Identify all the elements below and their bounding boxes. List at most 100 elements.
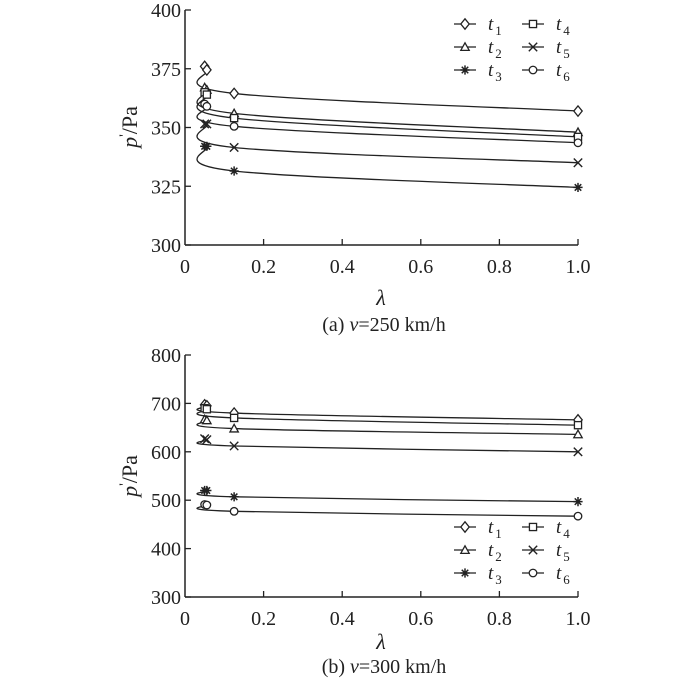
data-point-t4-a xyxy=(229,113,239,123)
y-tick-label-a: 350 xyxy=(151,118,181,140)
data-point-t6-a xyxy=(573,138,583,148)
legend-label-main: t xyxy=(556,14,562,35)
series-t3-a xyxy=(196,141,583,193)
axes-b xyxy=(184,355,578,598)
x-tick-label-b: 1.0 xyxy=(566,608,591,630)
caption-b: (b) v=300 km/h xyxy=(322,656,447,678)
series-t4-a xyxy=(196,88,583,142)
series-line-t1-a xyxy=(196,65,579,112)
y-tick-label-b: 500 xyxy=(151,490,181,512)
data-point-t5-b xyxy=(199,434,210,444)
legend-label-main: t xyxy=(556,563,562,584)
y-axis-title-main-b: p xyxy=(117,486,142,499)
caption-var-a: v xyxy=(349,314,358,336)
legend-b: t 1 t 4t 2 t 5t 3 t 6 xyxy=(454,517,570,587)
data-point-t5-b xyxy=(229,441,239,451)
y-axis-title-main-a: p xyxy=(117,137,142,150)
data-point-t5-b xyxy=(573,447,583,457)
series-t6-a xyxy=(196,99,583,148)
legend-label-main: t xyxy=(556,540,562,561)
data-point-t3-b xyxy=(229,492,239,502)
legend-label-sub: 5 xyxy=(563,549,570,564)
series-line-t5-b xyxy=(196,438,579,453)
data-point-t3-b xyxy=(573,497,583,507)
legend-a: t 1 t 4t 2 t 5t 3 t 6 xyxy=(454,14,570,84)
series-line-t2-a xyxy=(196,86,579,133)
data-point-t3-b xyxy=(202,485,212,496)
legend-marker-square-a xyxy=(528,19,538,29)
y-tick-label-b: 600 xyxy=(151,442,181,464)
data-point-t2-b xyxy=(201,414,213,425)
legend-marker-triangle-a xyxy=(459,41,471,52)
caption-rest-b: =300 km/h xyxy=(359,656,446,678)
legend-label-sub: 3 xyxy=(495,69,502,84)
legend-marker-asterisk-a xyxy=(460,65,470,75)
data-point-t6-b xyxy=(573,511,583,521)
y-tick-label-a: 300 xyxy=(151,235,181,257)
x-axis-title-a: λ xyxy=(375,285,386,310)
x-tick-label-b: 0.6 xyxy=(408,608,433,630)
data-point-t1-a xyxy=(229,87,240,100)
x-tick-label-a: 1.0 xyxy=(566,256,591,278)
y-axis-title-b: p'/Pa xyxy=(117,455,142,499)
y-axis-title-prime-b: ' xyxy=(117,483,133,486)
legend-label-main: t xyxy=(488,540,494,561)
legend-label-main: t xyxy=(488,517,494,538)
ticks-b: 0 0.2 0.4 0.6 0.8 1.0 300 400 500 600 700 800 xyxy=(151,345,591,630)
y-tick-label-b: 400 xyxy=(151,539,181,561)
legend-marker-x-b xyxy=(528,545,538,555)
data-point-t6-b xyxy=(202,500,212,510)
data-point-t6-a xyxy=(202,101,212,111)
series-line-t3-b xyxy=(196,489,579,503)
legend-label-main: t xyxy=(488,37,494,58)
x-axis-title-b: λ xyxy=(375,629,386,654)
data-point-t4-b xyxy=(573,420,583,430)
data-point-t1-a xyxy=(572,104,584,118)
y-tick-label-b: 800 xyxy=(151,345,181,367)
y-tick-label-a: 375 xyxy=(151,59,181,81)
y-tick-label-b: 300 xyxy=(151,587,181,609)
y-tick-label-a: 325 xyxy=(151,176,181,198)
legend-marker-diamond-a xyxy=(459,17,471,31)
legend-label-main: t xyxy=(556,517,562,538)
data-point-t2-b xyxy=(228,423,240,433)
data-point-t2-b xyxy=(572,428,584,439)
x-tick-label-a: 0.4 xyxy=(330,256,355,278)
legend-marker-diamond-b xyxy=(459,520,471,534)
legend-label-sub: 5 xyxy=(563,46,570,61)
series-t1-a xyxy=(196,60,584,118)
legend-label-sub: 4 xyxy=(563,526,570,541)
data-point-t1-a xyxy=(201,63,212,77)
legend-marker-asterisk-b xyxy=(460,568,470,578)
series-t2-b xyxy=(196,413,584,439)
data-point-t6-a xyxy=(229,121,239,131)
legend-label-sub: 2 xyxy=(495,549,502,564)
y-axis-title-prime-a: ' xyxy=(117,134,133,137)
series-t6-b xyxy=(196,500,583,521)
legend-label-sub: 6 xyxy=(563,69,570,84)
legend-label-sub: 2 xyxy=(495,46,502,61)
data-point-t4-b xyxy=(202,404,212,414)
y-axis-title-unit-b: /Pa xyxy=(117,455,142,483)
y-axis-title-unit-a: /Pa xyxy=(117,106,142,134)
y-tick-label-b: 700 xyxy=(151,393,181,415)
